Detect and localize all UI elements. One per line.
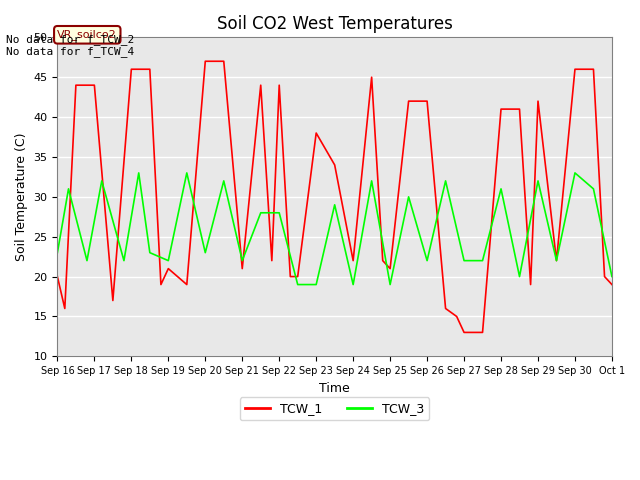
TCW_1 <box>404 98 412 104</box>
TCW_3 <box>164 258 172 264</box>
TCW_1 <box>239 266 246 272</box>
TCW_1 <box>220 59 228 64</box>
TCW_1 <box>423 98 431 104</box>
TCW_1 <box>294 274 301 279</box>
TCW_1 <box>61 306 68 312</box>
TCW_1 <box>453 313 461 319</box>
TCW_1 <box>183 282 191 288</box>
TCW_3 <box>516 274 524 279</box>
TCW_3 <box>442 178 449 184</box>
TCW_3 <box>534 178 542 184</box>
Y-axis label: Soil Temperature (C): Soil Temperature (C) <box>15 132 28 261</box>
TCW_1 <box>460 330 468 336</box>
TCW_1 <box>589 66 597 72</box>
TCW_3 <box>98 178 106 184</box>
TCW_3 <box>497 186 505 192</box>
TCW_1 <box>90 82 98 88</box>
Line: TCW_1: TCW_1 <box>58 61 612 333</box>
TCW_1 <box>257 82 264 88</box>
TCW_1 <box>608 282 616 288</box>
TCW_1 <box>54 274 61 279</box>
Legend: TCW_1, TCW_3: TCW_1, TCW_3 <box>240 397 429 420</box>
TCW_3 <box>65 186 72 192</box>
TCW_3 <box>331 202 339 208</box>
TCW_1 <box>368 74 376 80</box>
TCW_3 <box>294 282 301 288</box>
TCW_1 <box>442 306 449 312</box>
Text: No data for f_TCW_2
No data for f_TCW_4: No data for f_TCW_2 No data for f_TCW_4 <box>6 34 134 57</box>
TCW_1 <box>202 59 209 64</box>
TCW_1 <box>601 274 609 279</box>
TCW_1 <box>331 162 339 168</box>
TCW_1 <box>553 258 561 264</box>
TCW_3 <box>460 258 468 264</box>
TCW_1 <box>497 106 505 112</box>
TCW_3 <box>423 258 431 264</box>
TCW_3 <box>404 194 412 200</box>
TCW_3 <box>257 210 264 216</box>
TCW_1 <box>527 282 534 288</box>
TCW_1 <box>312 130 320 136</box>
TCW_3 <box>220 178 228 184</box>
TCW_3 <box>349 282 357 288</box>
TCW_3 <box>275 210 283 216</box>
TCW_3 <box>202 250 209 255</box>
TCW_1 <box>268 258 276 264</box>
TCW_1 <box>164 266 172 272</box>
X-axis label: Time: Time <box>319 382 350 395</box>
TCW_3 <box>135 170 143 176</box>
TCW_3 <box>312 282 320 288</box>
TCW_3 <box>571 170 579 176</box>
TCW_3 <box>83 258 91 264</box>
TCW_1 <box>387 266 394 272</box>
TCW_1 <box>379 258 387 264</box>
TCW_1 <box>275 82 283 88</box>
Line: TCW_3: TCW_3 <box>58 173 612 285</box>
TCW_3 <box>239 258 246 264</box>
TCW_1 <box>109 298 116 303</box>
TCW_3 <box>589 186 597 192</box>
TCW_1 <box>349 258 357 264</box>
Title: Soil CO2 West Temperatures: Soil CO2 West Temperatures <box>217 15 452 33</box>
TCW_3 <box>146 250 154 255</box>
TCW_3 <box>608 274 616 279</box>
TCW_1 <box>157 282 164 288</box>
TCW_1 <box>479 330 486 336</box>
TCW_1 <box>287 274 294 279</box>
TCW_3 <box>120 258 128 264</box>
TCW_3 <box>479 258 486 264</box>
TCW_3 <box>553 258 561 264</box>
TCW_1 <box>146 66 154 72</box>
TCW_1 <box>571 66 579 72</box>
Text: VR_soilco2: VR_soilco2 <box>58 29 117 40</box>
TCW_1 <box>534 98 542 104</box>
TCW_1 <box>72 82 80 88</box>
TCW_3 <box>387 282 394 288</box>
TCW_3 <box>183 170 191 176</box>
TCW_1 <box>127 66 135 72</box>
TCW_3 <box>368 178 376 184</box>
TCW_1 <box>516 106 524 112</box>
TCW_3 <box>54 250 61 255</box>
